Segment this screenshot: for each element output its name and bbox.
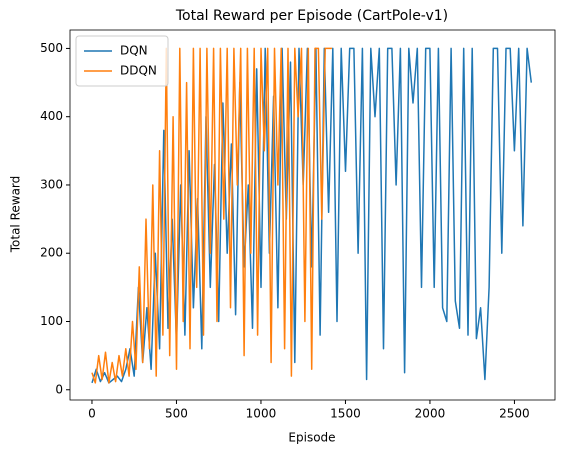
y-tick-label: 0 <box>55 382 63 396</box>
x-tick-label: 2000 <box>415 407 446 421</box>
y-tick-label: 500 <box>40 41 63 55</box>
series-line <box>91 47 332 384</box>
y-tick-label: 300 <box>40 177 63 191</box>
y-tick-label: 200 <box>40 246 63 260</box>
x-tick-label: 0 <box>88 407 96 421</box>
y-axis-label: Total Reward <box>9 176 23 254</box>
x-tick-label: 500 <box>165 407 188 421</box>
y-tick-label: 400 <box>40 109 63 123</box>
chart-title: Total Reward per Episode (CartPole-v1) <box>175 8 448 24</box>
x-tick-label: 1000 <box>246 407 277 421</box>
x-tick-label: 2500 <box>499 407 530 421</box>
legend-box <box>75 35 169 87</box>
legend-label: DQN <box>120 44 148 58</box>
legend-label: DDQN <box>120 64 157 78</box>
x-tick-label: 1500 <box>330 407 361 421</box>
x-axis-label: Episode <box>288 431 335 445</box>
y-tick-label: 100 <box>40 314 63 328</box>
plot-frame <box>69 29 556 401</box>
